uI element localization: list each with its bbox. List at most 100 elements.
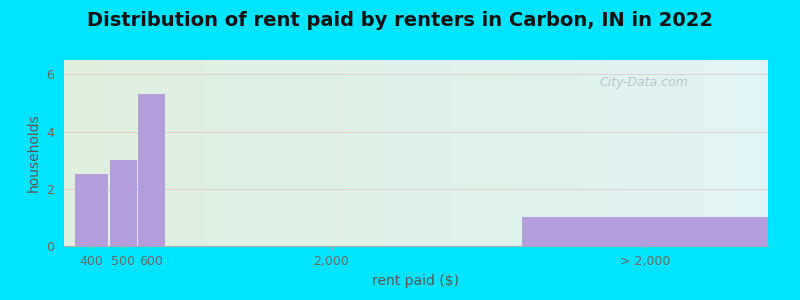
Bar [92,60,96,246]
Bar [617,60,620,246]
Bar [149,60,152,246]
Bar [131,60,134,246]
Bar [162,60,166,246]
Bar [518,60,522,246]
Bar [571,60,574,246]
Bar [483,60,486,246]
Bar [303,60,307,246]
Bar [698,60,701,246]
Bar [187,60,190,246]
Bar [117,60,120,246]
Bar [142,60,145,246]
Bar [486,60,490,246]
Bar [247,60,250,246]
Text: Distribution of rent paid by renters in Carbon, IN in 2022: Distribution of rent paid by renters in … [87,11,713,31]
Bar [243,60,247,246]
Bar [82,60,85,246]
Bar [606,60,610,246]
Bar [589,60,592,246]
Bar [230,60,233,246]
Bar [416,60,419,246]
Bar [602,60,606,246]
Bar [278,60,282,246]
Bar [557,60,560,246]
Bar [138,94,165,246]
Bar [335,60,338,246]
Bar [525,60,529,246]
Bar [180,60,184,246]
Bar [627,60,630,246]
Bar [585,60,589,246]
Bar [648,60,652,246]
Bar [250,60,254,246]
Bar [542,60,546,246]
Bar [466,60,469,246]
Bar [170,60,173,246]
Bar [208,60,212,246]
Bar [413,60,416,246]
Bar [507,60,511,246]
Bar [705,60,708,246]
Bar [708,60,712,246]
Bar [328,60,331,246]
Bar [240,60,243,246]
Bar [613,60,617,246]
Bar [469,60,472,246]
Bar [701,60,705,246]
Bar [310,60,314,246]
Bar [261,60,265,246]
Bar [124,60,127,246]
Bar [177,60,180,246]
Bar [747,60,750,246]
Bar [202,60,205,246]
Bar [634,60,638,246]
Bar [366,60,370,246]
Bar [222,60,226,246]
Bar [378,60,381,246]
Bar [402,60,406,246]
Bar [212,60,215,246]
Bar [190,60,194,246]
Bar [680,60,683,246]
Bar [356,60,360,246]
Bar [106,60,110,246]
Bar [215,60,219,246]
Bar [296,60,300,246]
Bar [666,60,670,246]
Bar [237,60,240,246]
Bar [219,60,222,246]
Bar [114,60,117,246]
Bar [78,60,82,246]
Bar [349,60,353,246]
Bar [743,60,747,246]
Bar [761,60,765,246]
Bar [578,60,582,246]
Bar [184,60,187,246]
Bar [451,60,454,246]
Bar [127,60,131,246]
Text: City-Data.com: City-Data.com [599,76,688,89]
Bar [391,60,395,246]
Bar [166,60,170,246]
Bar [398,60,402,246]
Bar [353,60,356,246]
Bar [74,60,78,246]
Bar [733,60,736,246]
Bar [736,60,740,246]
Bar [662,60,666,246]
Bar [690,60,694,246]
Bar [331,60,335,246]
Bar [360,60,363,246]
Bar [102,60,106,246]
Bar [462,60,466,246]
Bar [155,60,159,246]
Bar [300,60,303,246]
Bar [314,60,318,246]
Bar [765,60,768,246]
Bar [74,175,108,246]
Bar [363,60,366,246]
Bar [282,60,286,246]
Bar [159,60,162,246]
Bar [226,60,230,246]
Bar [754,60,758,246]
